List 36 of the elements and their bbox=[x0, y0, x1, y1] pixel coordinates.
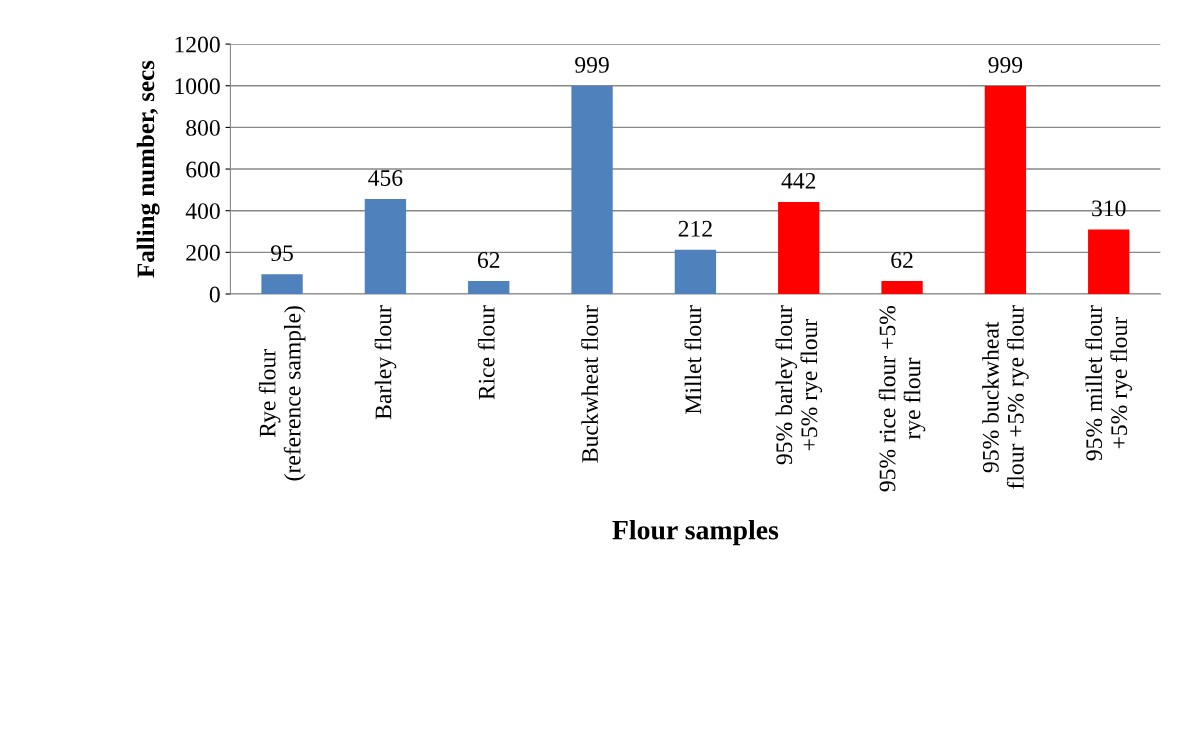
bar bbox=[674, 249, 717, 294]
x-tick-label: Millet flour bbox=[684, 305, 702, 414]
y-tick-label: 200 bbox=[186, 244, 220, 261]
data-label: 95 bbox=[271, 245, 293, 262]
bar bbox=[571, 85, 613, 294]
bar bbox=[1088, 229, 1130, 294]
x-tick-label: 95% buckwheat flour +5% rye flour bbox=[982, 305, 1029, 489]
x-tick-label: 95% barley flour +5% rye flour bbox=[775, 305, 823, 465]
data-label: 999 bbox=[575, 56, 609, 73]
x-axis-title: Flour samples bbox=[612, 519, 779, 546]
y-tick-label: 1000 bbox=[175, 78, 220, 95]
y-tick-label: 1200 bbox=[175, 36, 220, 53]
y-tick-label: 0 bbox=[209, 286, 220, 303]
bar bbox=[881, 281, 923, 294]
x-tick-label: Barley flour bbox=[374, 305, 397, 420]
bar bbox=[364, 199, 407, 294]
data-label: 999 bbox=[988, 56, 1023, 73]
data-label: 62 bbox=[891, 252, 913, 268]
bar bbox=[984, 85, 1027, 294]
x-tick-label: Buckwheat flour bbox=[581, 305, 598, 463]
x-tick-label: Rye flour (reference sample) bbox=[258, 306, 306, 481]
data-label: 456 bbox=[368, 170, 403, 186]
bar bbox=[778, 201, 820, 294]
data-label: 310 bbox=[1092, 200, 1126, 217]
bar bbox=[468, 281, 510, 294]
y-tick-label: 800 bbox=[186, 119, 220, 136]
data-label: 442 bbox=[781, 172, 816, 189]
y-tick-label: 400 bbox=[185, 203, 220, 220]
x-tick-label: 95% rice flour +5% rye flour bbox=[878, 305, 926, 492]
y-axis-title: Falling number, secs bbox=[136, 60, 160, 278]
bar bbox=[261, 274, 303, 294]
y-tick-label: 600 bbox=[186, 161, 220, 178]
x-tick-label: Rice flour bbox=[477, 305, 495, 400]
x-tick-label: 95% millet flour +5% rye flour bbox=[1085, 305, 1132, 461]
data-label: 212 bbox=[678, 220, 712, 237]
data-label: 62 bbox=[477, 252, 500, 268]
